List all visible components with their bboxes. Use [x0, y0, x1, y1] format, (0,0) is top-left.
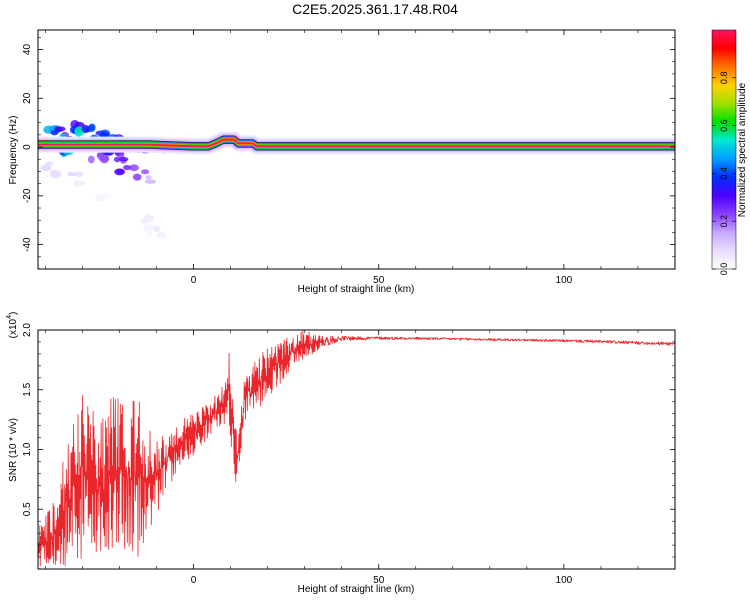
colorbar-tick: 0.6: [712, 119, 736, 132]
spectrogram-blob: [88, 123, 96, 131]
svg-text:0: 0: [191, 575, 197, 586]
svg-text:1.5: 1.5: [22, 382, 33, 396]
svg-text:0.6: 0.6: [719, 119, 729, 132]
spectrogram-x-tick: 100: [556, 30, 573, 286]
spectrogram-blob: [81, 124, 90, 133]
snr-y-multiplier-exp: 4: [6, 315, 13, 319]
snr-y-multiplier-base: (x10: [8, 318, 19, 338]
snr-y-tick: 0.5: [22, 502, 675, 516]
svg-text:20: 20: [22, 92, 33, 104]
colorbar-tick: 0.2: [712, 215, 736, 228]
svg-text:-20: -20: [22, 188, 33, 203]
spectrogram-y-tick: 40: [22, 44, 675, 56]
snr-y-tick: 1.0: [22, 442, 675, 456]
spectrogram-main-line-band-6: [38, 138, 675, 148]
spectrogram-x-label: Height of straight line (km): [298, 284, 415, 295]
spectrogram-blob: [143, 214, 154, 223]
spectrogram-blob: [144, 179, 157, 184]
snr-x-tick: 0: [191, 330, 197, 586]
svg-text:-40: -40: [22, 237, 33, 252]
spectrogram-x-tick: 50: [373, 30, 385, 286]
spectrogram-y-tick: 0: [22, 144, 675, 150]
spectrogram-blob: [132, 173, 142, 181]
spectrogram-blob: [73, 180, 86, 187]
spectrogram-ridge-lower: [38, 143, 675, 151]
spectrogram-blob: [73, 171, 84, 177]
spectrogram-blob: [155, 231, 167, 239]
colorbar-gradient: [711, 29, 737, 270]
spectrogram-blob: [123, 164, 131, 171]
snr-x-tick: 50: [373, 330, 385, 586]
snr-x-tick: 100: [556, 330, 573, 586]
spectrogram-blob: [145, 175, 152, 180]
figure-title: C2E5.2025.361.17.48.R04: [292, 1, 458, 17]
spectrogram-blob: [153, 225, 160, 233]
svg-text:(x104): (x104): [6, 312, 19, 339]
colorbar-tick: 0.4: [712, 167, 736, 180]
snr-y-ticks: 0.5 1.0 1.5 2.0: [22, 323, 675, 558]
spectrogram-frame: [37, 29, 676, 270]
spectrogram-x-tick: 0: [191, 30, 197, 286]
snr-panel: 0 50 100 0.5 1.0 1.5 2.0 Height of straight l…: [6, 312, 676, 595]
spectrogram-blob: [67, 171, 75, 177]
snr-marks: [37, 330, 676, 567]
snr-x-label: Height of straight line (km): [298, 584, 415, 595]
svg-text:0.8: 0.8: [719, 72, 729, 85]
spectrogram-y-tick: -40: [22, 237, 675, 252]
spectrogram-y-ticks: -40 -20 0 20 40: [22, 37, 675, 270]
spectrogram-blob: [99, 154, 110, 164]
spectrogram-y-tick: 20: [22, 92, 675, 104]
snr-series-line: [37, 330, 676, 567]
svg-text:50: 50: [373, 575, 385, 586]
svg-text:1.0: 1.0: [22, 442, 33, 456]
colorbar-ticks: 0.0 0.2 0.4 0.6 0.8: [712, 72, 736, 276]
svg-text:50: 50: [373, 275, 385, 286]
colorbar-label: Normalized spectral amplitude: [737, 82, 748, 217]
colorbar-tick: 0.0: [712, 263, 736, 276]
spectrogram-y-tick: -20: [22, 188, 675, 203]
spectrogram-panel: 0 50 100 -40 -20 0 20 40 Height of straight li…: [8, 29, 676, 295]
snr-y-multiplier: (x104): [6, 312, 19, 339]
spectrogram-blob: [87, 155, 95, 164]
svg-text:0: 0: [22, 144, 33, 150]
colorbar: 0.0 0.2 0.4 0.6 0.8 Normalized spectral ampl…: [711, 29, 748, 276]
snr-x-ticks: 0 50 100: [45, 330, 676, 586]
spectrogram-blob: [113, 156, 121, 163]
spectrogram-ridge-upper: [38, 135, 675, 143]
snr-y-multiplier-close: ): [8, 312, 19, 315]
svg-text:100: 100: [556, 575, 573, 586]
svg-text:0: 0: [191, 275, 197, 286]
svg-text:100: 100: [556, 275, 573, 286]
snr-plot-area: [38, 330, 675, 569]
svg-text:0.0: 0.0: [719, 263, 729, 276]
spectrogram-blob: [143, 224, 156, 232]
spectrogram-blob: [118, 156, 129, 162]
svg-text:40: 40: [22, 44, 33, 56]
colorbar-tick: 0.8: [712, 72, 736, 85]
spectrogram-blob: [128, 164, 139, 172]
snr-y-tick: 2.0: [22, 323, 675, 337]
svg-text:0.5: 0.5: [22, 502, 33, 516]
svg-text:0.2: 0.2: [719, 215, 729, 228]
spectrogram-blob: [55, 126, 66, 132]
svg-text:0.4: 0.4: [719, 167, 729, 180]
spectrogram-blob: [40, 164, 52, 172]
spectrogram-blob: [140, 169, 150, 175]
spectrogram-x-ticks: 0 50 100: [45, 30, 676, 286]
spectrogram-blob: [99, 193, 111, 198]
spectrogram-blob: [146, 231, 153, 238]
svg-text:2.0: 2.0: [22, 323, 33, 337]
spectrogram-y-label: Frequency (Hz): [8, 116, 19, 185]
spectrogram-blob: [114, 168, 125, 176]
spectrogram-blob: [49, 169, 62, 179]
snr-y-label: SNR (10 * v/v): [8, 418, 19, 482]
snr-y-tick: 1.5: [22, 382, 675, 397]
spectrogram-marks: [38, 119, 675, 239]
